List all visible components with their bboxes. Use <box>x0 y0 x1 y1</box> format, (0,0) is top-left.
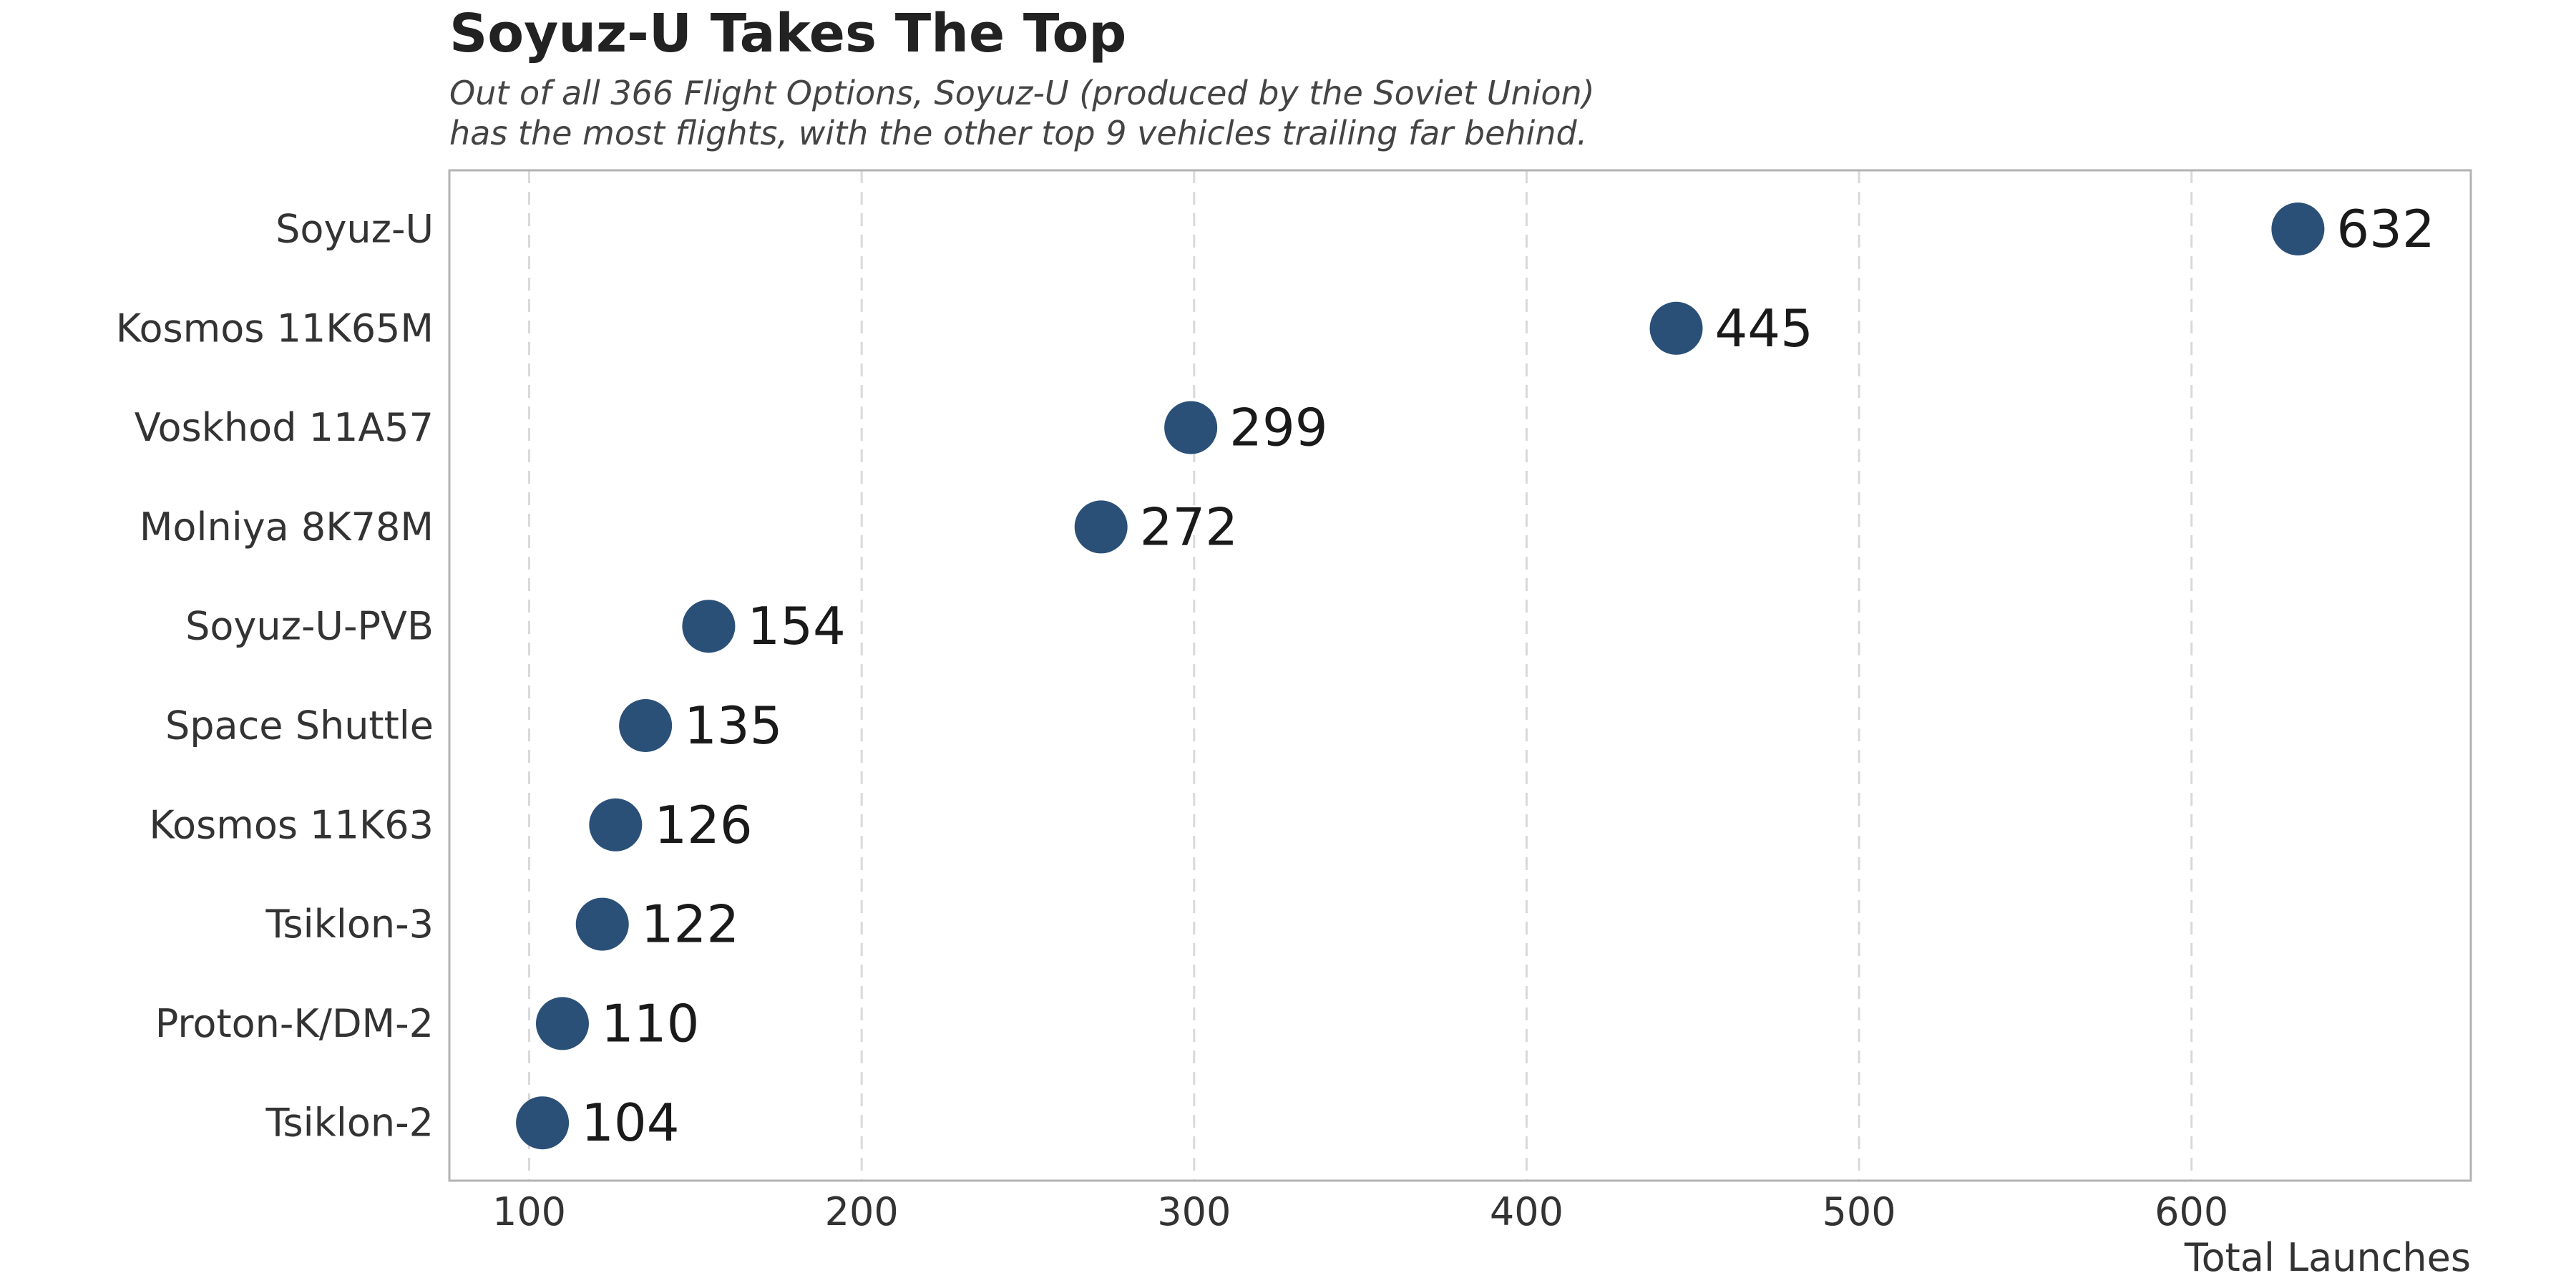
value-label-molniya-8k78m: 272 <box>1140 497 1238 557</box>
category-label-soyuz-u: Soyuz-U <box>275 207 434 252</box>
value-label-voskhod-11a57: 299 <box>1229 398 1327 458</box>
x-tick-label-400: 400 <box>1490 1189 1563 1234</box>
x-tick-label-200: 200 <box>825 1189 899 1234</box>
category-label-molniya-8k78m: Molniya 8K78M <box>140 504 434 550</box>
category-label-tsiklon-2: Tsiklon-2 <box>265 1101 434 1146</box>
category-label-soyuz-u-pvb: Soyuz-U-PVB <box>185 604 434 649</box>
value-label-soyuz-u: 632 <box>2336 199 2434 259</box>
chart-subtitle-line-1: Out of all 366 Flight Options, Soyuz-U (… <box>449 74 1595 112</box>
data-point-soyuz-u <box>2271 203 2325 255</box>
category-label-space-shuttle: Space Shuttle <box>165 703 434 748</box>
data-point-voskhod-11a57 <box>1164 401 1218 454</box>
category-label-voskhod-11a57: Voskhod 11A57 <box>135 405 434 450</box>
data-point-kosmos-11k63 <box>589 798 643 852</box>
value-label-tsiklon-2: 104 <box>581 1093 679 1153</box>
chart-subtitle-line-2: has the most flights, with the other top… <box>449 114 1587 152</box>
data-point-tsiklon-3 <box>575 897 629 951</box>
category-label-tsiklon-3: Tsiklon-3 <box>265 902 434 947</box>
x-tick-label-600: 600 <box>2155 1189 2228 1234</box>
x-tick-label-300: 300 <box>1157 1189 1231 1234</box>
x-axis-tick-labels: 100 200 300 400 500 600 <box>492 1189 2228 1234</box>
plot-panel-border <box>448 169 2472 1182</box>
value-label-proton-k-dm-2: 110 <box>601 993 699 1053</box>
data-point-kosmos-11k65m <box>1649 301 1703 355</box>
chart-title: Soyuz-U Takes The Top <box>449 3 1126 64</box>
grid-lines <box>528 170 2193 1181</box>
category-label-kosmos-11k63: Kosmos 11K63 <box>149 802 434 847</box>
value-label-soyuz-u-pvb: 154 <box>747 596 845 656</box>
data-point-tsiklon-2 <box>516 1096 570 1150</box>
data-point-molniya-8k78m <box>1074 500 1128 554</box>
value-label-tsiklon-3: 122 <box>641 894 739 955</box>
x-tick-label-500: 500 <box>1823 1189 1896 1234</box>
value-label-space-shuttle: 135 <box>684 696 782 756</box>
x-tick-label-100: 100 <box>492 1189 566 1234</box>
y-axis-category-labels: Soyuz-U Kosmos 11K65M Voskhod 11A57 Molniya… <box>116 207 434 1146</box>
data-points <box>516 203 2325 1150</box>
x-axis-title: Total Launches <box>2184 1235 2471 1280</box>
data-point-proton-k-dm-2 <box>535 997 589 1050</box>
data-point-soyuz-u-pvb <box>682 600 736 653</box>
data-value-labels: 632 445 299 272 154 135 126 122 110 104 <box>581 199 2435 1153</box>
value-label-kosmos-11k65m: 445 <box>1715 298 1813 358</box>
category-label-proton-k-dm-2: Proton-K/DM-2 <box>155 1001 434 1046</box>
data-point-space-shuttle <box>619 699 673 752</box>
value-label-kosmos-11k63: 126 <box>654 795 752 855</box>
category-label-kosmos-11k65m: Kosmos 11K65M <box>116 306 434 351</box>
